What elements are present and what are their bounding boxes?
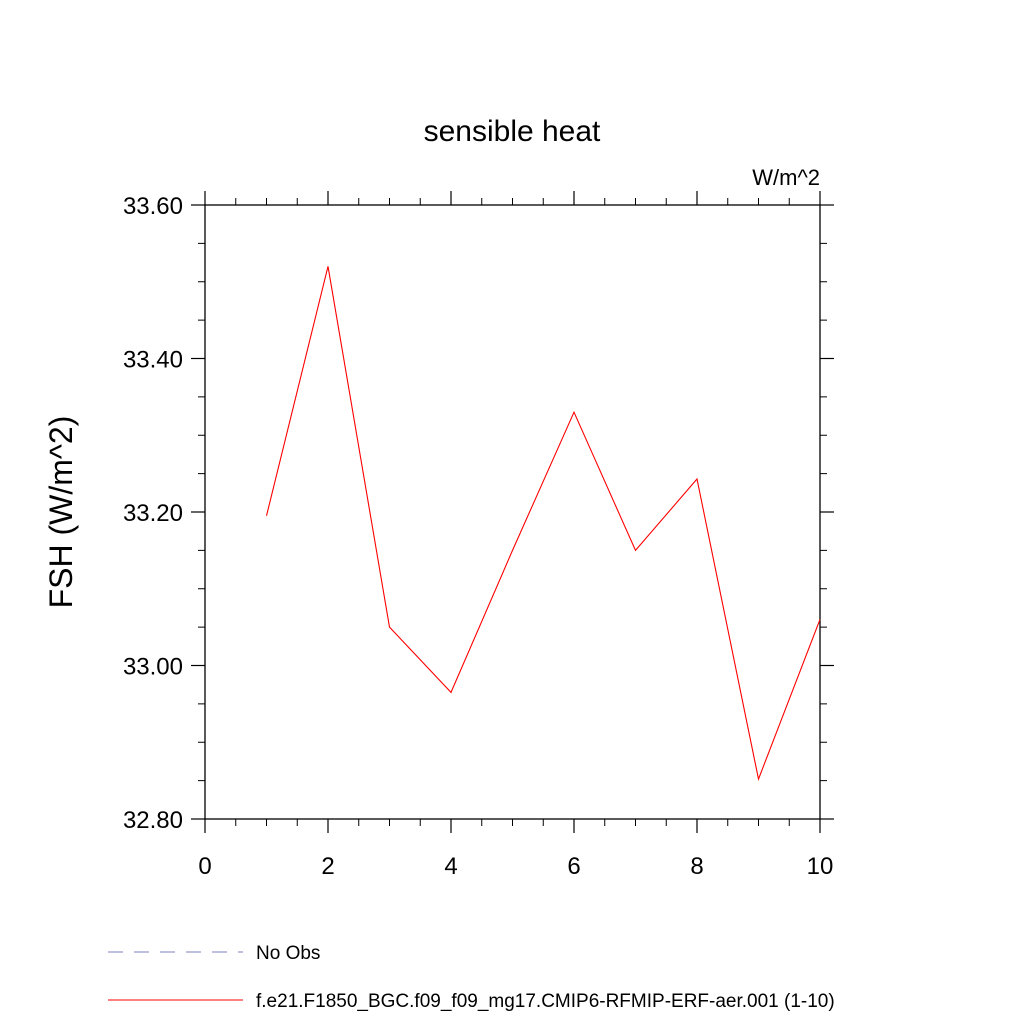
- y-tick-label: 33.00: [123, 654, 183, 681]
- chart-title: sensible heat: [424, 115, 601, 148]
- y-tick-label: 33.40: [123, 347, 183, 374]
- series-line: [265, 266, 821, 782]
- legend-label-2: f.e21.F1850_BGC.f09_f09_mg17.CMIP6-RFMIP…: [256, 991, 835, 1012]
- plot-area: 0 2 4 6 8 10 32.80 33.00 33.20 33.40 33.60: [123, 191, 834, 880]
- legend-label-1: No Obs: [256, 943, 320, 964]
- x-tick-label: 0: [198, 853, 211, 880]
- legend: No Obs f.e21.F1850_BGC.f09_f09_mg17.CMIP6…: [108, 943, 835, 1012]
- y-axis-label: FSH (W/m^2): [43, 416, 79, 609]
- x-tick-label: 4: [444, 853, 457, 880]
- y-tick-label: 33.60: [123, 193, 183, 220]
- x-tick-label: 8: [690, 853, 703, 880]
- plot-frame: [204, 204, 821, 820]
- x-tick-label: 6: [567, 853, 580, 880]
- y-tick-label: 33.20: [123, 500, 183, 527]
- units-label: W/m^2: [752, 165, 820, 190]
- x-tick-label: 2: [321, 853, 334, 880]
- x-tick-label: 10: [807, 853, 834, 880]
- y-tick-label: 32.80: [123, 807, 183, 834]
